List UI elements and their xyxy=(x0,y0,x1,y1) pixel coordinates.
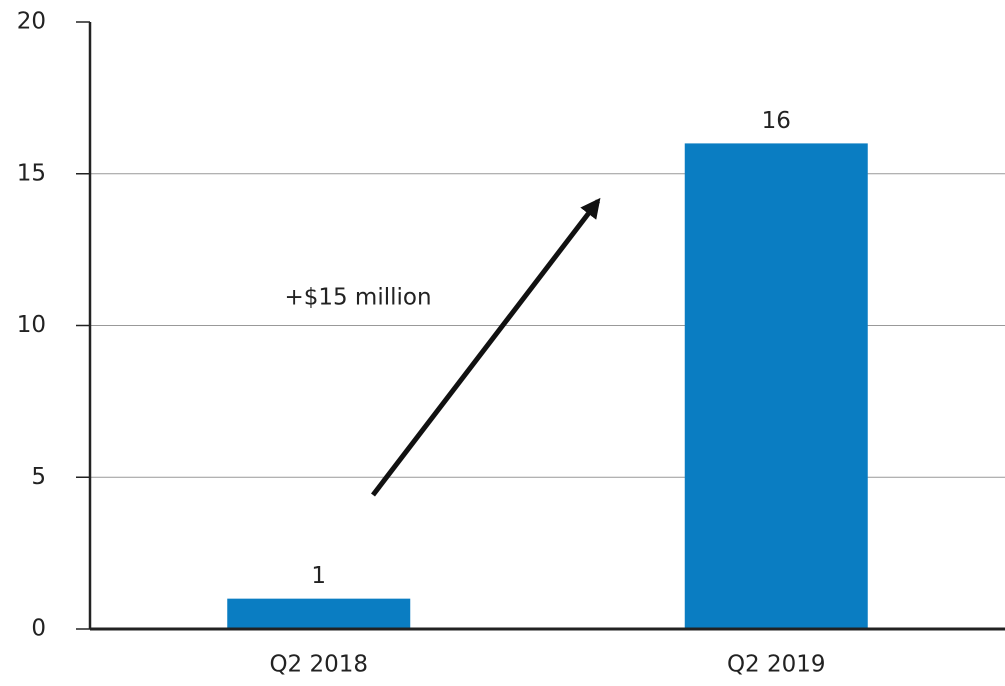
marks xyxy=(227,143,868,629)
arrow xyxy=(371,197,601,497)
x-tick-label: Q2 2018 xyxy=(269,652,368,678)
bar xyxy=(227,598,411,629)
y-tick-label: 0 xyxy=(31,616,46,642)
annotation: +$15 million xyxy=(284,285,431,311)
bar xyxy=(684,143,868,629)
data-label: 16 xyxy=(762,108,791,134)
y-tick-label: 20 xyxy=(17,9,46,35)
y-tick-label: 10 xyxy=(17,312,46,338)
x-tick-label: Q2 2019 xyxy=(727,652,826,678)
y-tick-label: 5 xyxy=(31,464,46,490)
y-tick-label: 15 xyxy=(17,160,46,186)
data-label: 1 xyxy=(311,563,326,589)
